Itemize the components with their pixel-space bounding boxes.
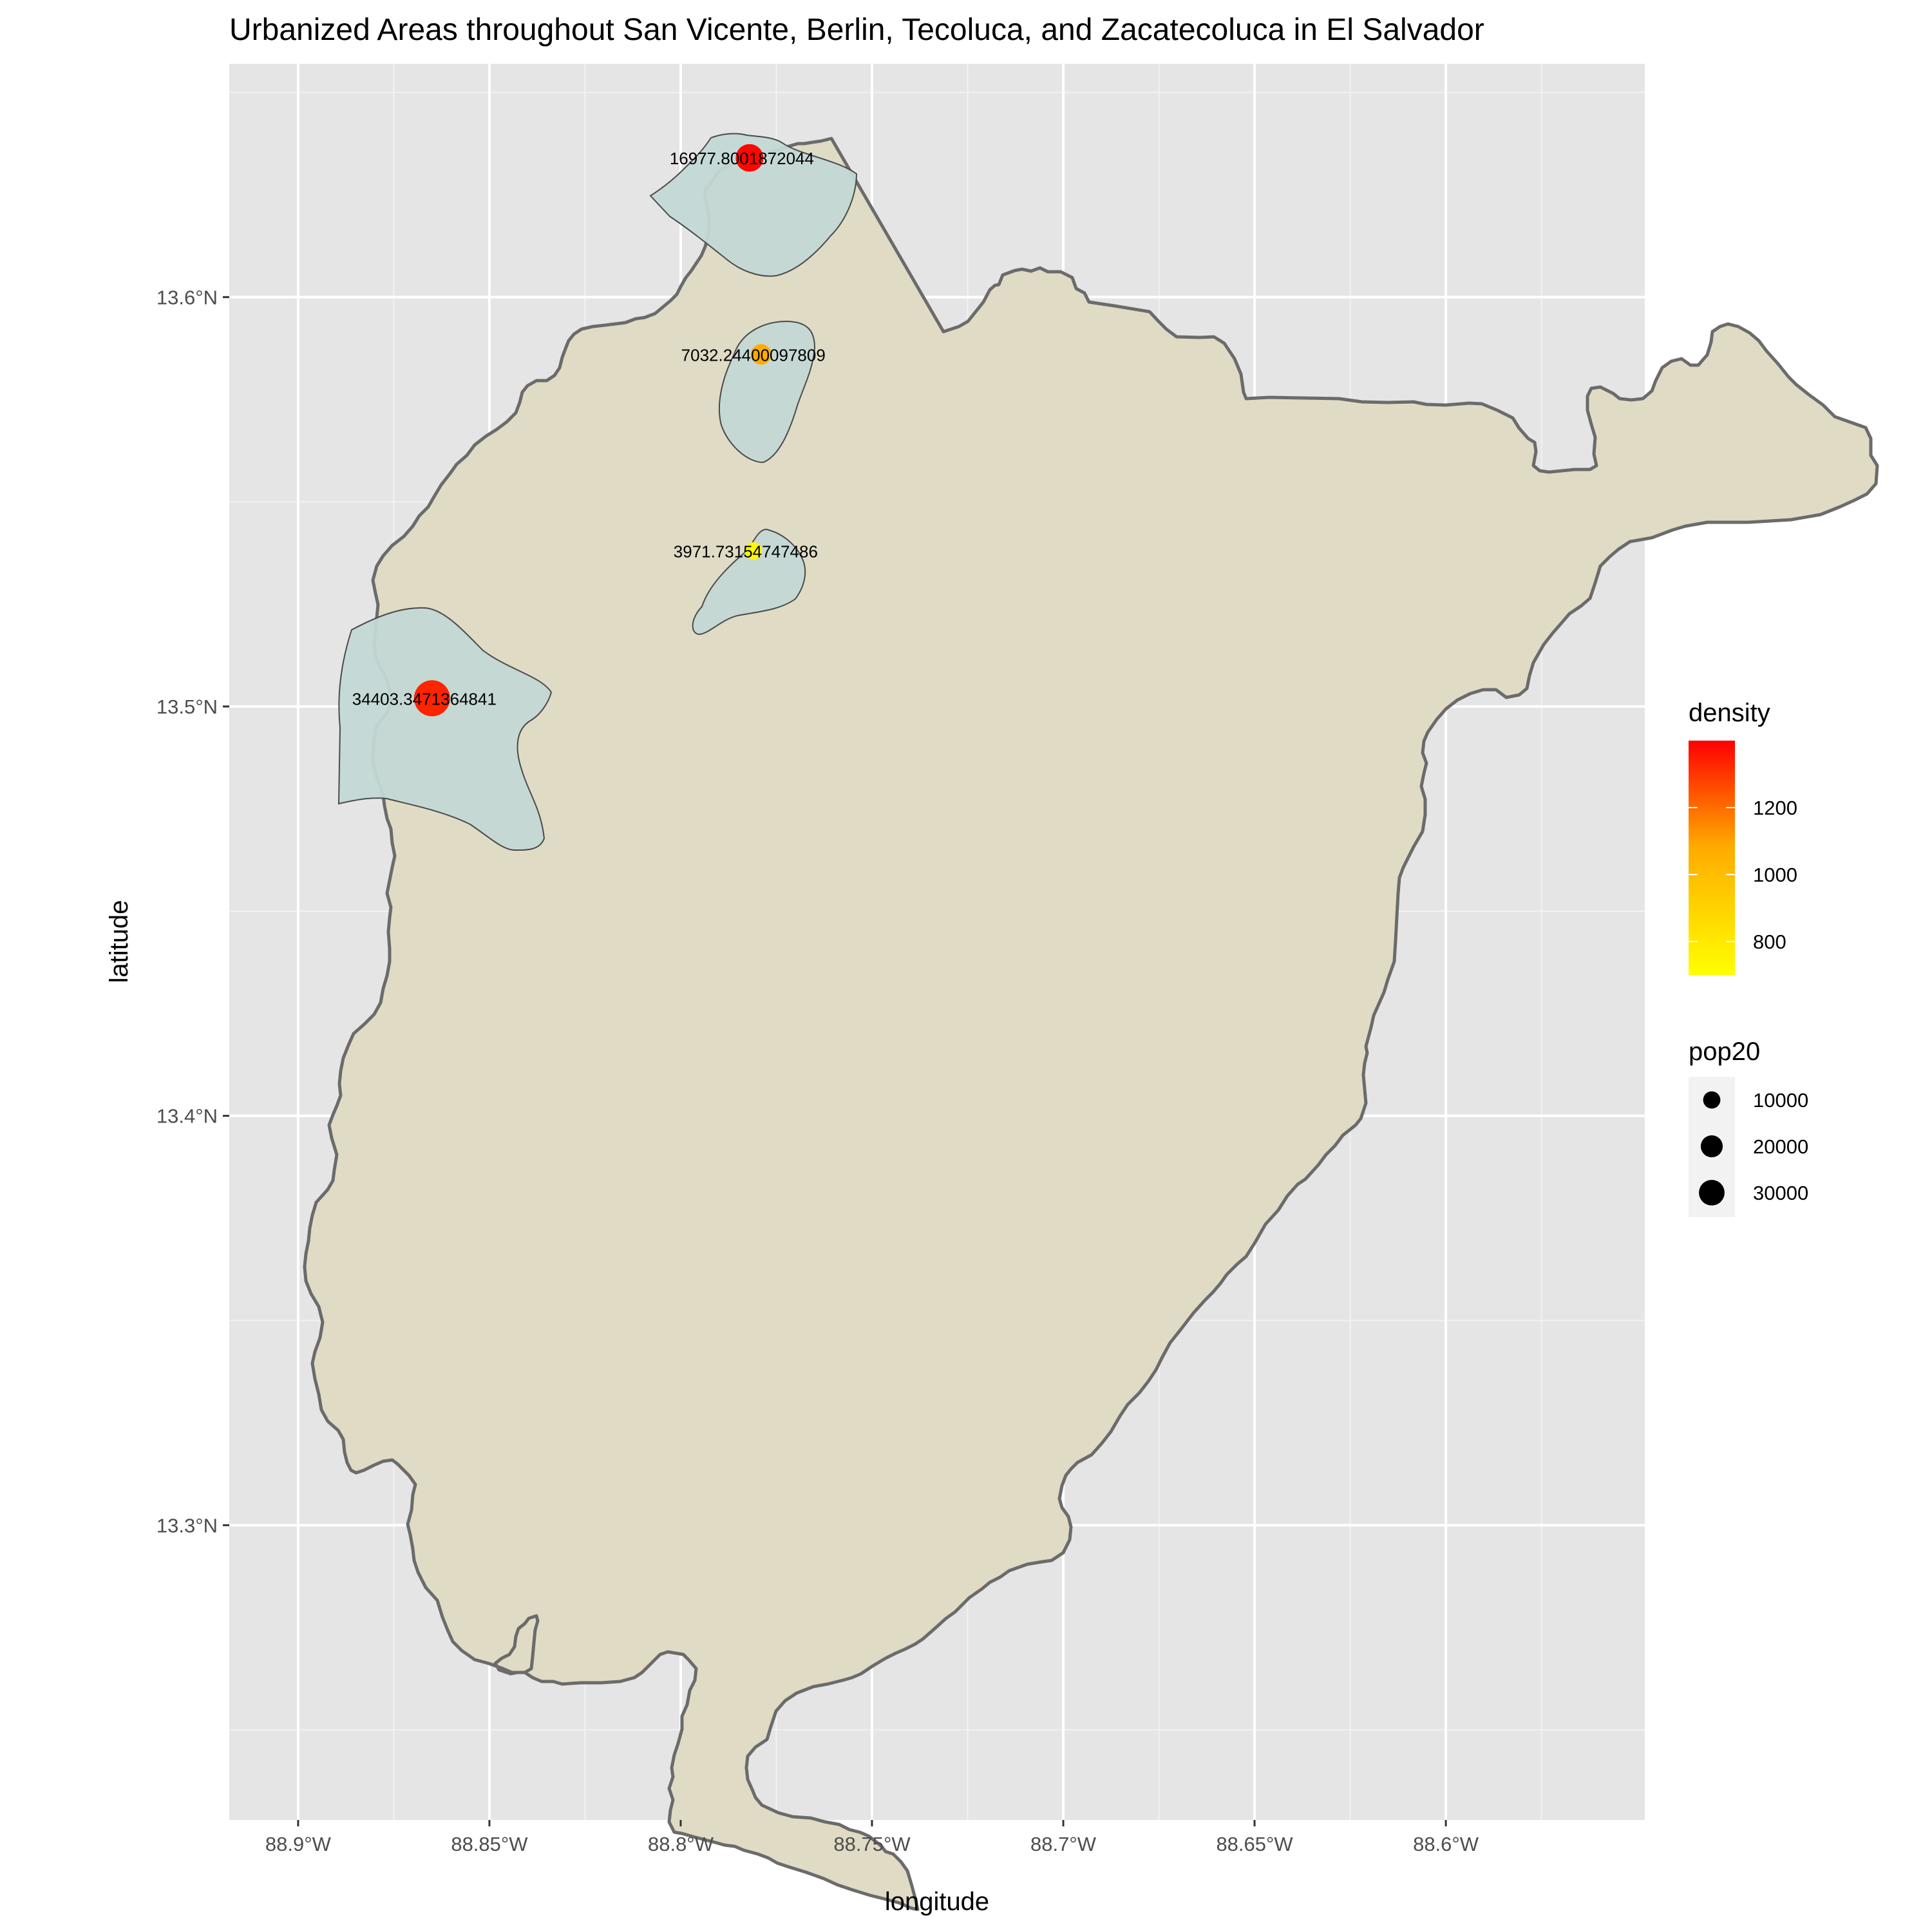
map-title: Urbanized Areas throughout San Vicente, … <box>229 13 1484 47</box>
plot-panel: 16977.8001872044 7032.24400097809 3971.731… <box>229 64 1879 1911</box>
pop20-legend-keys: 10000 20000 30000 <box>1699 1089 1808 1206</box>
pop20-legend: pop20 10000 20000 30000 <box>1689 1037 1808 1217</box>
density-legend-label: 800 <box>1753 931 1786 953</box>
population-point <box>413 680 450 717</box>
pop20-legend-label: 10000 <box>1753 1089 1808 1112</box>
urban-areas <box>337 133 858 851</box>
density-legend: density 1200 1000 800 <box>1689 699 1797 975</box>
pop20-legend-label: 30000 <box>1753 1182 1808 1204</box>
x-axis-title: longitude <box>885 1888 989 1916</box>
point-label: 7032.24400097809 <box>681 345 826 365</box>
urban-area-polygon <box>337 607 553 851</box>
x-tick-label: 88.9°W <box>265 1833 332 1855</box>
density-colorbar-ticks: 1200 1000 800 <box>1689 797 1797 953</box>
population-point <box>735 144 764 172</box>
density-legend-label: 1000 <box>1753 864 1797 886</box>
pop20-legend-title: pop20 <box>1689 1037 1760 1066</box>
population-points <box>413 144 772 717</box>
point-labels: 16977.8001872044 7032.24400097809 3971.731… <box>352 149 826 708</box>
y-tick-label: 13.6°N <box>156 286 218 308</box>
y-tick-label: 13.4°N <box>156 1105 218 1128</box>
pop20-legend-dot <box>1703 1091 1721 1109</box>
point-label: 34403.3471364841 <box>352 689 497 708</box>
pop20-legend-label: 20000 <box>1753 1135 1808 1158</box>
y-tick-label: 13.5°N <box>156 696 218 718</box>
urban-area-polygon <box>649 133 858 277</box>
y-axis-ticks: 13.3°N 13.4°N 13.5°N 13.6°N <box>156 286 229 1537</box>
population-point <box>744 542 762 560</box>
y-axis-title: latitude <box>105 900 133 983</box>
density-colorbar <box>1689 741 1735 975</box>
x-tick-label: 88.85°W <box>451 1833 528 1855</box>
x-tick-label: 88.65°W <box>1216 1833 1293 1855</box>
population-point <box>750 344 772 365</box>
density-legend-label: 1200 <box>1753 797 1797 819</box>
point-label: 3971.73154747486 <box>674 542 818 561</box>
point-label: 16977.8001872044 <box>670 149 814 168</box>
x-tick-label: 88.6°W <box>1413 1833 1479 1855</box>
urban-area-polygon <box>718 320 816 464</box>
x-tick-label: 88.8°W <box>648 1833 714 1855</box>
pop20-legend-dot <box>1700 1135 1723 1158</box>
x-axis-ticks: 88.9°W 88.85°W 88.8°W 88.75°W 88.7°W 88.65°W 8… <box>265 1820 1479 1855</box>
x-tick-label: 88.7°W <box>1030 1833 1097 1855</box>
x-tick-label: 88.75°W <box>833 1833 911 1855</box>
y-tick-label: 13.3°N <box>156 1514 218 1537</box>
density-legend-title: density <box>1689 699 1770 727</box>
pop20-legend-dot <box>1699 1180 1725 1206</box>
